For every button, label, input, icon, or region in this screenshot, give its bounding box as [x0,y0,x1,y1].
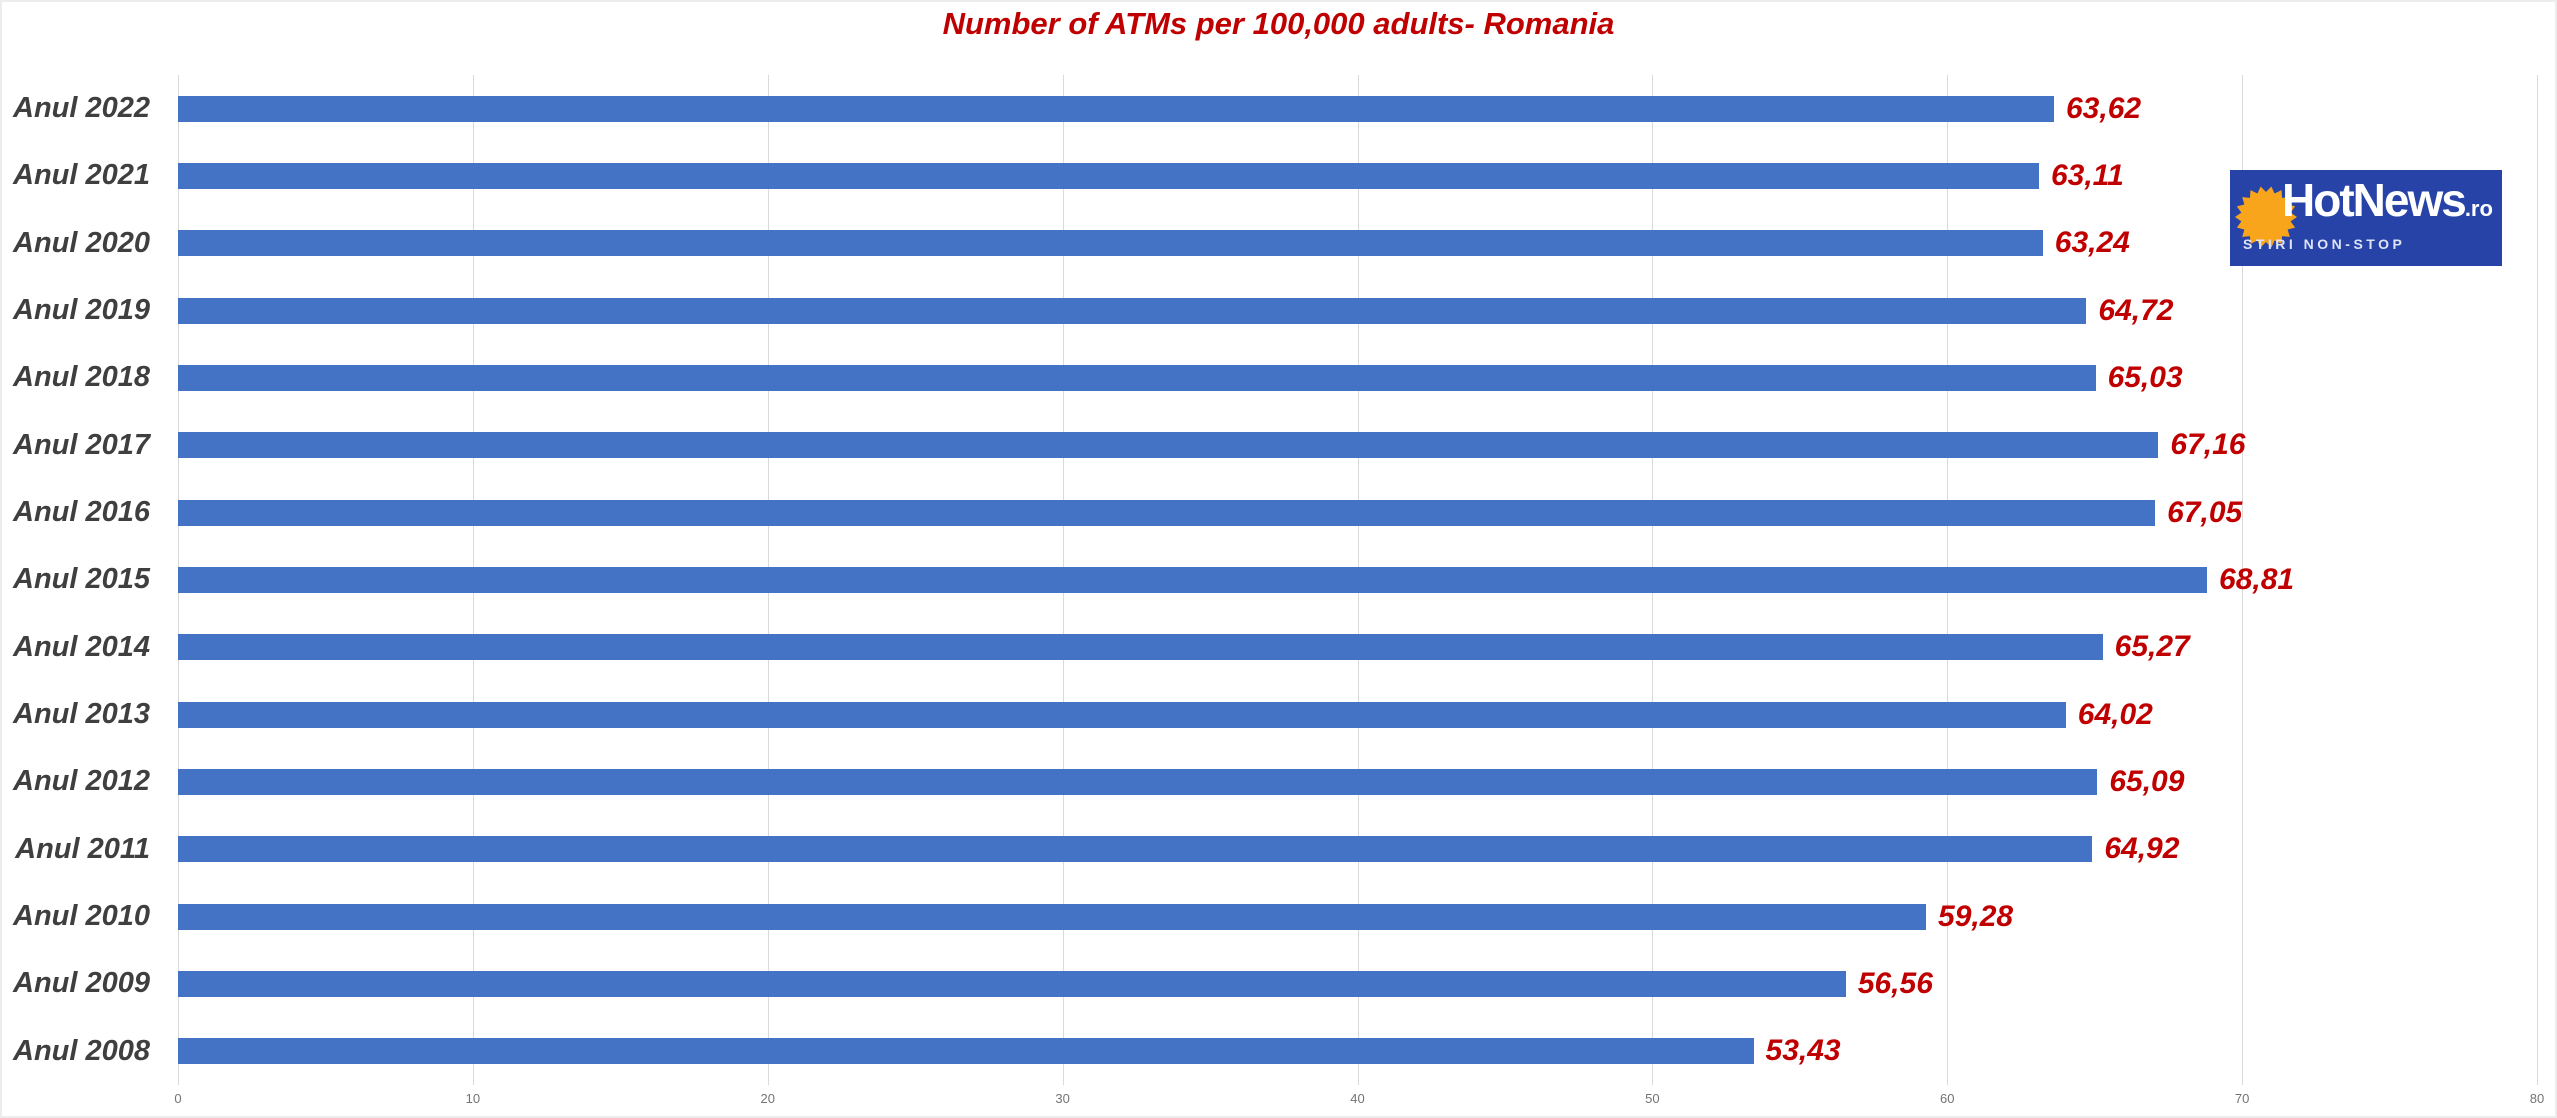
value-label: 65,03 [2107,360,2183,394]
category-label: Anul 2019 [13,294,150,327]
category-label: Anul 2016 [13,496,150,529]
bar-row: 65,09 [178,748,2537,815]
category-label: Anul 2012 [13,765,150,798]
bar [178,1038,1754,1065]
bar-row: 64,02 [178,681,2537,748]
value-label: 59,28 [1938,899,2014,933]
logo-text: HotNews.ro [2282,174,2493,227]
logo-tagline: STIRI NON-STOP [2243,236,2406,252]
category-axis: Anul 2022 Anul 2021 Anul 2020 Anul 2019 Anul… [0,75,150,1085]
category-label: Anul 2013 [13,698,150,731]
x-tick-label: 60 [1940,1091,1955,1106]
gridline [2537,75,2538,1085]
bar [178,701,2066,728]
category-label: Anul 2021 [13,159,150,192]
bar-row: 64,92 [178,816,2537,883]
bar [178,634,2103,661]
sun-icon [2235,186,2297,248]
logo-text-suffix: .ro [2464,196,2493,221]
value-label: 65,27 [2114,630,2190,664]
bar-row: 53,43 [178,1018,2537,1085]
value-label: 67,16 [2170,428,2246,462]
value-label: 67,05 [2167,495,2243,529]
value-label: 68,81 [2219,562,2295,596]
value-label: 64,02 [2077,697,2153,731]
bar-row: 68,81 [178,546,2537,613]
category-label: Anul 2020 [13,226,150,259]
category-label: Anul 2014 [13,630,150,663]
value-label: 56,56 [1857,966,1933,1000]
x-tick-label: 20 [760,1091,775,1106]
bar-row: 64,72 [178,277,2537,344]
category-label: Anul 2011 [15,832,150,865]
value-label: 63,11 [2050,158,2124,192]
bar [178,432,2159,459]
plot-area: 63,62 63,11 63,24 64,72 65,03 67,16 67,05 68,81… [178,75,2538,1085]
x-tick-label: 40 [1350,1091,1365,1106]
x-axis-ticks: 0 10 20 30 40 50 60 70 80 [174,1091,2544,1109]
value-label: 53,43 [1765,1034,1841,1068]
gridline [2242,75,2244,1085]
category-label: Anul 2009 [13,967,150,1000]
x-tick-label: 10 [465,1091,481,1106]
bar [178,566,2208,593]
category-label: Anul 2018 [13,361,150,394]
x-tick-label: 80 [2529,1091,2545,1106]
bar [178,970,1846,997]
x-tick-label: 0 [174,1091,182,1106]
bar [178,836,2093,863]
chart-title: Number of ATMs per 100,000 adults- Roman… [942,6,1615,41]
bar-row: 65,03 [178,344,2537,411]
x-tick-label: 30 [1055,1091,1070,1106]
category-label: Anul 2010 [13,900,150,933]
bar-row: 59,28 [178,883,2537,950]
bar-row: 67,05 [178,479,2537,546]
value-label: 65,09 [2109,764,2185,798]
value-label: 64,72 [2098,293,2174,327]
logo-text-main: HotNews [2282,174,2467,226]
value-label: 63,24 [2054,226,2130,260]
bar-row: 56,56 [178,950,2537,1017]
category-label: Anul 2008 [13,1034,150,1067]
bar [178,364,2096,391]
category-label: Anul 2015 [13,563,150,596]
bar [178,95,2054,122]
hotnews-logo: HotNews.ro STIRI NON-STOP [2230,170,2502,266]
value-label: 63,62 [2065,91,2142,125]
bar-row: 63,24 [178,210,2537,277]
bar-row: 63,62 [178,75,2537,142]
category-label: Anul 2022 [13,92,150,125]
bar-row: 63,11 [178,142,2537,209]
bar [178,230,2043,257]
bar-row: 65,27 [178,614,2537,681]
category-label: Anul 2017 [13,428,150,461]
bar [178,162,2039,189]
bar [178,499,2156,526]
value-label: 64,92 [2104,832,2180,866]
bar [178,903,1927,930]
bar [178,297,2087,324]
bar-row: 67,16 [178,412,2537,479]
x-tick-label: 50 [1645,1091,1660,1106]
sun-icon-shape [2235,186,2297,248]
bar [178,768,2098,795]
x-tick-label: 70 [2234,1091,2250,1106]
